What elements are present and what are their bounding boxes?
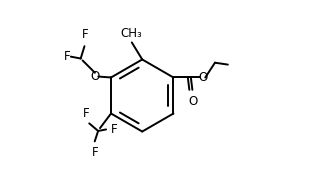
Text: O: O [198, 71, 207, 84]
Text: F: F [64, 50, 70, 63]
Text: F: F [82, 28, 89, 40]
Text: O: O [188, 95, 197, 108]
Text: F: F [91, 146, 98, 159]
Text: F: F [110, 123, 117, 136]
Text: O: O [90, 70, 100, 83]
Text: CH₃: CH₃ [120, 27, 142, 40]
Text: F: F [83, 107, 90, 120]
